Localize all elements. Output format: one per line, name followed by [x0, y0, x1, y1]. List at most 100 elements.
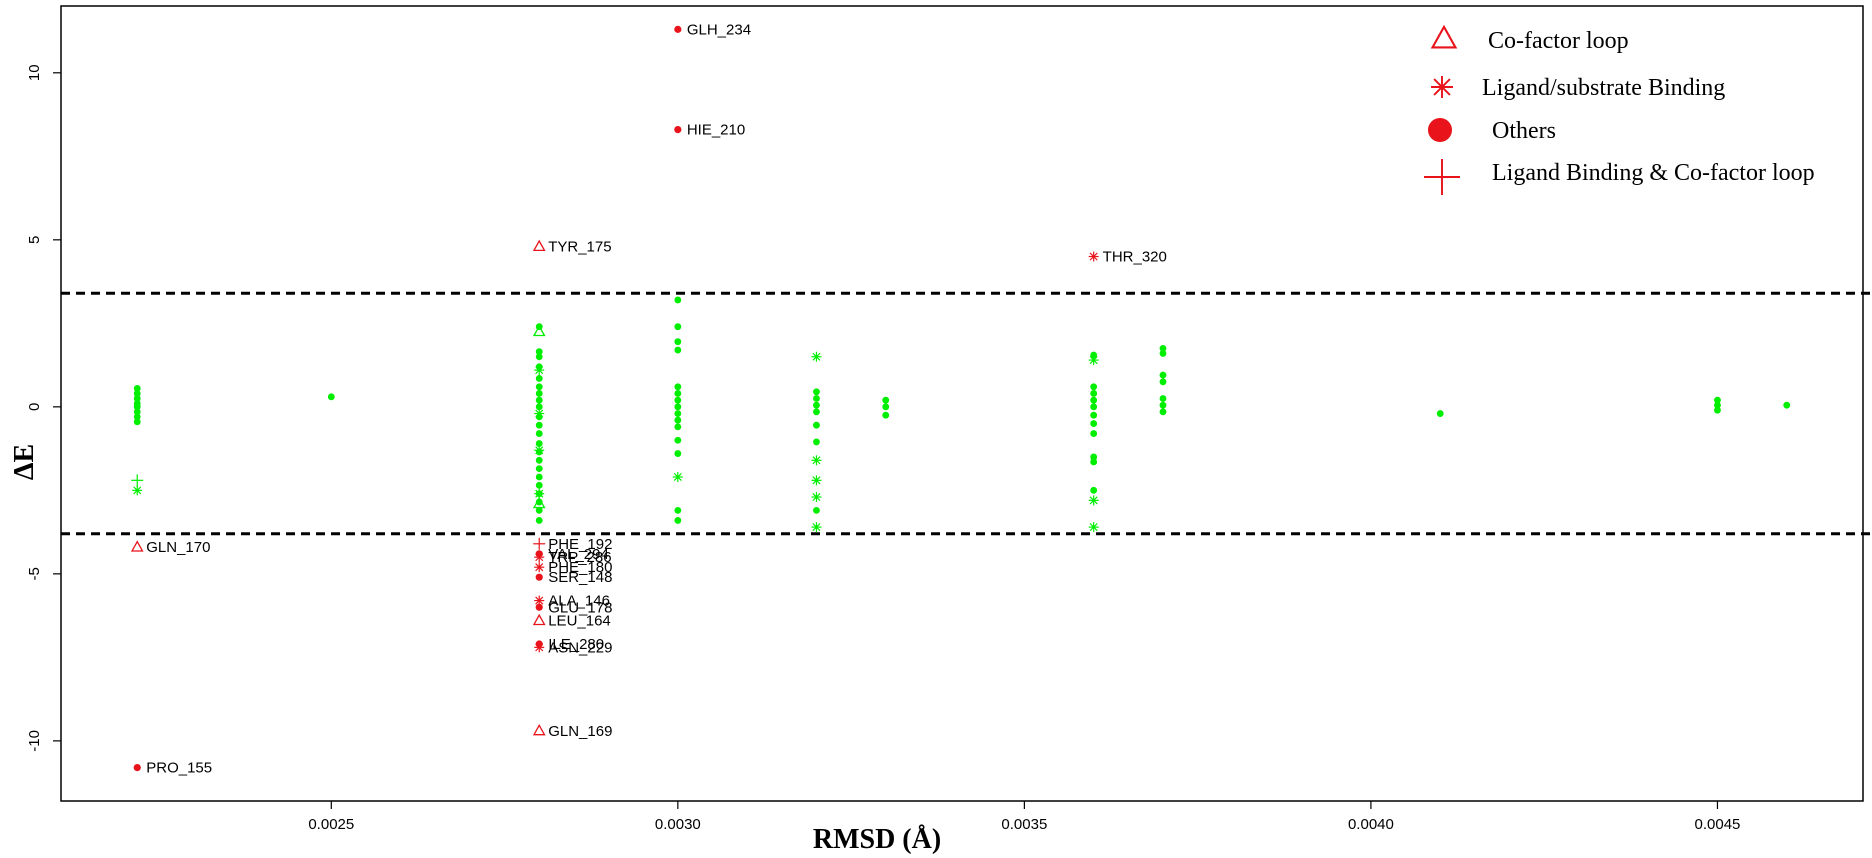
- bg-point-circle-6: [133, 413, 141, 421]
- bg-point-circle-46-shape: [813, 388, 820, 396]
- bg-point-asterisk-10-stroke-3: [812, 523, 821, 532]
- bg-point-circle-51-shape: [813, 438, 820, 446]
- point-2-4-shape: [535, 573, 543, 581]
- bg-point-circle-40-shape: [674, 416, 682, 424]
- bg-point-circle-70: [1159, 378, 1167, 386]
- bg-point-circle-71: [1159, 395, 1167, 402]
- bg-point-circle-37: [674, 396, 682, 404]
- bg-point-circle-25-shape: [535, 473, 543, 481]
- bg-point-circle-29-shape: [535, 506, 543, 514]
- point-0-1-shape: [130, 540, 144, 552]
- bg-point-circle-73: [1159, 408, 1167, 416]
- bg-point-circle-26-shape: [535, 481, 543, 489]
- bg-point-asterisk-5-stroke-3: [673, 472, 682, 482]
- x-tick-label-3: 0.0040: [1348, 816, 1394, 833]
- bg-point-asterisk-12-stroke-3: [1089, 496, 1098, 505]
- bg-point-circle-32-shape: [674, 323, 682, 331]
- bg-point-circle-20-shape: [535, 430, 543, 437]
- bg-point-circle-23: [535, 456, 543, 464]
- bg-point-circle-72: [1159, 401, 1167, 409]
- bg-point-circle-37-shape: [674, 396, 682, 404]
- point-label-2-4: SER_148: [548, 569, 612, 586]
- bg-point-circle-60-shape: [1090, 403, 1098, 411]
- bg-point-circle-78: [1783, 401, 1791, 409]
- bg-point-circle-57-shape: [1090, 383, 1098, 391]
- bg-point-asterisk-7: [811, 455, 822, 466]
- legend: Co-factor loop Ligand/substrate Binding Ot…: [1424, 24, 1815, 195]
- point-2-5: [535, 603, 543, 611]
- bg-point-circle-11-shape: [535, 353, 543, 361]
- bg-point-circle-73-shape: [1159, 408, 1167, 416]
- bg-point-circle-54: [882, 403, 890, 411]
- bg-point-asterisk-3: [534, 445, 545, 456]
- bg-point-circle-1-shape: [133, 390, 141, 397]
- bg-point-triangle-1: [532, 496, 546, 509]
- bg-point-circle-39-shape: [674, 410, 682, 417]
- point-label-0-2: LEU_164: [548, 613, 611, 630]
- point-label-2-6: ILE_280: [548, 636, 604, 653]
- point-2-6: [535, 640, 543, 648]
- bg-point-circle-7: [133, 418, 141, 426]
- bg-point-circle-76: [1714, 401, 1721, 409]
- bg-point-circle-55-shape: [882, 411, 890, 419]
- bg-point-circle-66-shape: [1090, 486, 1098, 494]
- point-2-1-shape: [674, 125, 682, 134]
- bg-point-circle-71-shape: [1159, 395, 1167, 402]
- point-0-3: [532, 724, 546, 736]
- bg-point-asterisk-11-stroke-3: [1089, 356, 1098, 365]
- bg-point-circle-13-shape: [535, 375, 543, 382]
- bg-point-asterisk-4-stroke-3: [535, 489, 544, 498]
- bg-point-circle-50: [813, 421, 820, 429]
- bg-point-circle-44: [674, 506, 682, 514]
- bg-point-circle-72-shape: [1159, 401, 1167, 409]
- bg-point-circle-30-shape: [535, 516, 543, 524]
- bg-point-circle-59: [1090, 396, 1098, 404]
- bg-point-circle-67-shape: [1159, 344, 1167, 352]
- bg-point-circle-50-shape: [813, 421, 820, 429]
- point-2-2: [133, 763, 141, 772]
- bg-point-circle-48-shape: [813, 401, 820, 409]
- axes: 0.0025 0.0030 0.0035 0.0040 0.0045 -10 -5 0 5 10: [26, 64, 1740, 833]
- bg-point-circle-42-shape: [674, 436, 682, 444]
- bg-point-circle-69: [1159, 371, 1167, 379]
- y-tick-label-0: -10: [26, 730, 43, 752]
- x-tick-label-0: 0.0025: [308, 816, 354, 833]
- bg-point-plus-0: [131, 474, 144, 487]
- y-tick-label-1: -5: [26, 567, 43, 580]
- bg-point-circle-68-shape: [1159, 349, 1167, 357]
- bg-point-circle-15: [535, 390, 543, 397]
- bg-point-circle-64-shape: [1090, 453, 1098, 461]
- bg-point-circle-61-shape: [1090, 411, 1098, 419]
- bg-point-asterisk-10: [811, 522, 822, 533]
- bg-point-circle-2: [133, 395, 141, 402]
- point-label-1-1: TRP_286: [548, 549, 611, 566]
- bg-point-circle-29: [535, 506, 543, 514]
- bg-point-circle-45-shape: [674, 516, 682, 524]
- point-label-1-4: ASN_229: [548, 639, 612, 656]
- bg-point-circle-45: [674, 516, 682, 524]
- point-1-2-stroke-3: [535, 563, 544, 572]
- x-axis-title: RMSD (Å): [813, 824, 941, 855]
- bg-point-circle-52: [813, 506, 820, 514]
- point-0-0-shape: [532, 239, 546, 252]
- bg-point-circle-46: [813, 388, 820, 396]
- bg-point-circle-55: [882, 411, 890, 419]
- plot-frame: [60, 5, 1864, 802]
- bg-point-circle-47-shape: [813, 395, 820, 402]
- bg-point-circle-48: [813, 401, 820, 409]
- y-tick-label-4: 10: [26, 64, 43, 81]
- bg-point-asterisk-2-stroke-3: [535, 409, 544, 418]
- bg-point-circle-52-shape: [813, 506, 820, 514]
- bg-point-circle-0: [133, 385, 141, 392]
- bg-point-circle-35: [674, 383, 682, 391]
- bg-point-circle-77: [1714, 406, 1721, 414]
- bg-point-circle-49-shape: [813, 408, 820, 416]
- bg-point-circle-31: [674, 296, 682, 304]
- bg-point-circle-10: [535, 348, 543, 356]
- bg-point-circle-32: [674, 323, 682, 331]
- bg-point-circle-5-shape: [133, 408, 141, 416]
- bg-point-circle-53-shape: [882, 396, 890, 404]
- bg-point-circle-14: [535, 383, 543, 391]
- bg-point-circle-36-shape: [674, 390, 682, 397]
- bg-point-circle-36: [674, 390, 682, 397]
